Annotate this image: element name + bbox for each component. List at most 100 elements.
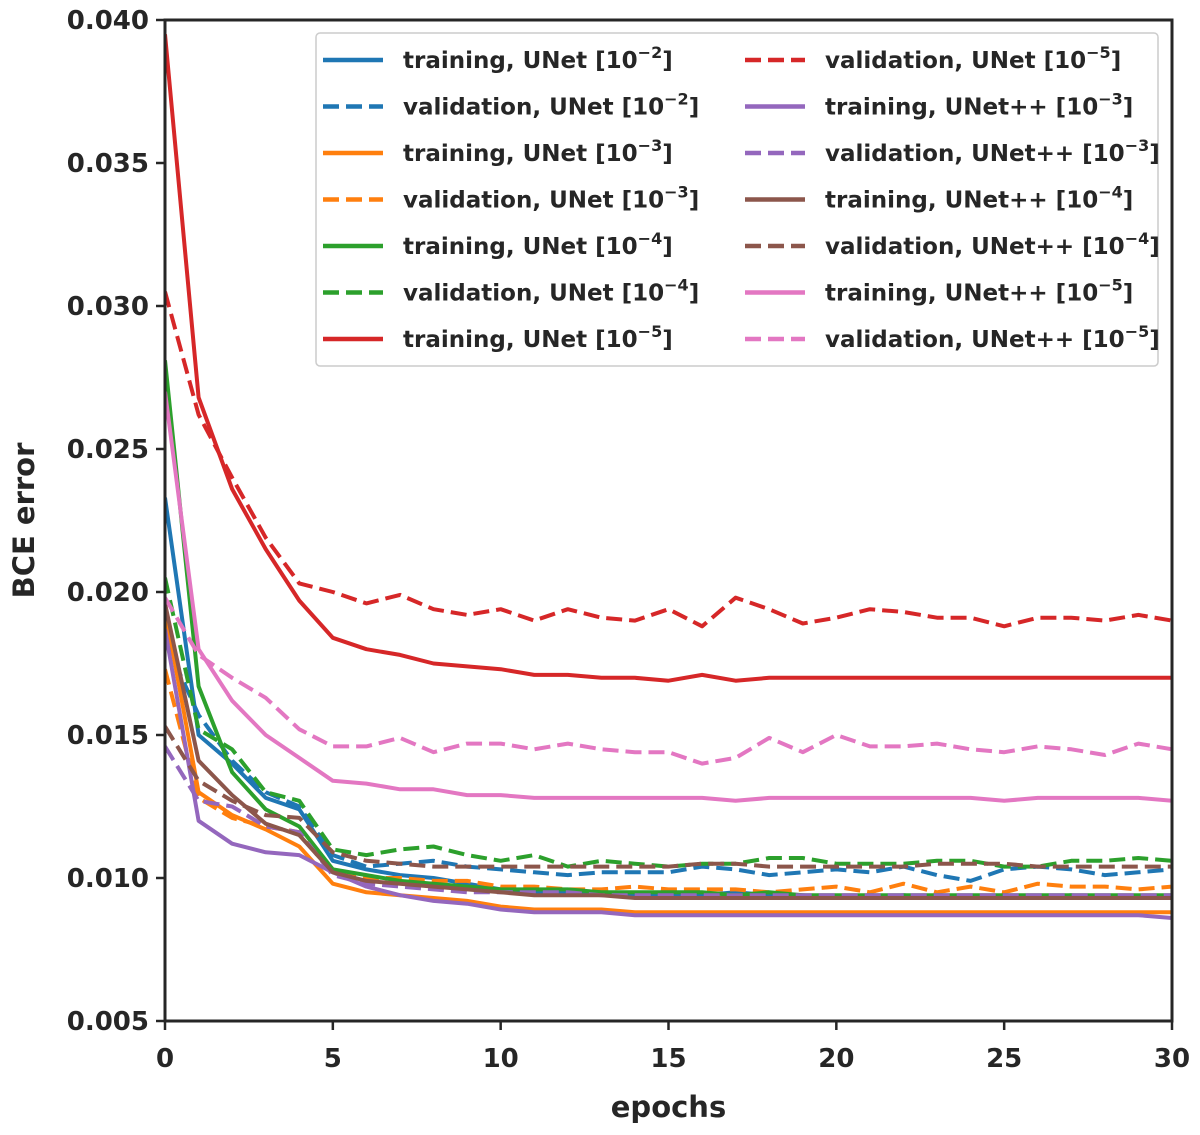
legend-bracket-close: ] [662,48,673,74]
legend-label-12: training, UNet++ [10−5] [825,276,1133,307]
legend-bracket-open: [ [614,95,633,121]
legend-bracket-open: [ [1074,234,1093,260]
legend-label-13: validation, UNet++ [10−5] [825,322,1160,353]
legend-bracket-open: [ [1048,95,1067,121]
series-line-2 [165,608,1172,915]
series-line-4 [165,360,1172,898]
legend-bracket-open: [ [614,281,633,307]
legend-label-10: training, UNet++ [10−4] [825,183,1133,214]
legend-series-name: validation, UNet++ [825,234,1074,260]
legend-bracket-close: ] [662,327,673,353]
legend-bracket-close: ] [1149,234,1160,260]
legend-lr-base: 10 [1066,188,1098,214]
y-tick-label: 0.015 [67,721,149,751]
legend-bracket-close: ] [1149,141,1160,167]
legend-label-0: training, UNet [10−2] [403,43,673,74]
legend-bracket-open: [ [587,48,606,74]
legend-series-name: validation, UNet [825,48,1036,74]
y-tick-label: 0.010 [67,864,149,894]
legend-bracket-close: ] [1149,327,1160,353]
axes-frame [163,18,1174,1023]
legend-bracket-open: [ [1036,48,1055,74]
y-tick-label: 0.025 [67,435,149,465]
legend-lr-exponent: −2 [638,43,663,62]
legend-label-1: validation, UNet [10−2] [403,90,699,121]
legend-label-11: validation, UNet++ [10−4] [825,229,1160,260]
legend-lr-base: 10 [1054,48,1086,74]
legend-bracket-close: ] [662,141,673,167]
legend-lr-exponent: −4 [638,229,663,248]
legend-lr-exponent: −5 [638,322,663,341]
legend-lr-base: 10 [632,281,664,307]
legend-series-name: training, UNet [403,48,587,74]
legend-lr-base: 10 [606,327,638,353]
legend-bracket-close: ] [689,188,700,214]
legend-bracket-close: ] [689,95,700,121]
legend-lr-exponent: −3 [664,183,689,202]
series-line-9 [165,745,1172,898]
legend-lr-base: 10 [606,141,638,167]
plot-area [165,34,1172,920]
legend-lr-exponent: −5 [1098,276,1123,295]
x-tick-label: 5 [324,1044,342,1074]
legend-series-name: validation, UNet [403,281,614,307]
legend-box [315,32,1159,367]
series-line-8 [165,628,1172,920]
x-tick-label: 15 [650,1044,686,1074]
legend-lr-base: 10 [632,188,664,214]
legend-label-9: validation, UNet++ [10−3] [825,136,1160,167]
legend-bracket-open: [ [1074,327,1093,353]
x-tick-label: 30 [1154,1044,1190,1074]
y-axis-label: BCE error [7,442,41,598]
legend-lr-base: 10 [1093,327,1125,353]
legend-bracket-open: [ [587,234,606,260]
legend-lr-exponent: −4 [1125,229,1150,248]
y-tick-label: 0.030 [67,292,149,322]
axis-ticks: 0 5 10 15 20 25 30 0.005 0.010 0.015 0.020 0.025 0.0… [67,6,1190,1074]
legend-label-8: training, UNet++ [10−3] [825,90,1133,121]
legend-bracket-close: ] [1123,188,1134,214]
legend-bracket-open: [ [1074,141,1093,167]
legend-lr-base: 10 [1093,141,1125,167]
x-tick-label: 25 [986,1044,1022,1074]
legend-label-3: validation, UNet [10−3] [403,183,699,214]
legend-bracket-close: ] [662,234,673,260]
y-tick-label: 0.005 [67,1007,149,1037]
series-line-12 [165,391,1172,803]
legend-bracket-open: [ [587,141,606,167]
legend-series-name: training, UNet [403,234,587,260]
legend-lr-base: 10 [606,234,638,260]
legend-series-name: validation, UNet++ [825,327,1074,353]
y-tick-label: 0.035 [67,149,149,179]
legend-series-name: training, UNet++ [825,281,1048,307]
legend-series-name: validation, UNet [403,95,614,121]
x-tick-label: 0 [156,1044,174,1074]
legend-bracket-open: [ [1048,188,1067,214]
legend-lr-base: 10 [606,48,638,74]
legend-bracket-open: [ [614,188,633,214]
legend-label-5: validation, UNet [10−4] [403,276,699,307]
legend-bracket-open: [ [1048,281,1067,307]
legend-series-name: validation, UNet [403,188,614,214]
legend-lr-exponent: −5 [1125,322,1150,341]
legend-bracket-close: ] [689,281,700,307]
legend-label-2: training, UNet [10−3] [403,136,673,167]
legend-lr-exponent: −3 [1125,136,1150,155]
legend-lr-exponent: −2 [664,90,689,109]
legend-lr-exponent: −3 [638,136,663,155]
x-tick-label: 10 [483,1044,519,1074]
x-axis-label: epochs [611,1090,726,1124]
legend-series-name: training, UNet++ [825,188,1048,214]
legend-series-name: training, UNet [403,327,587,353]
series-line-11 [165,725,1172,869]
y-tick-label: 0.020 [67,578,149,608]
legend-label-6: training, UNet [10−5] [403,322,673,353]
series-line-7 [165,291,1172,629]
legend-bracket-close: ] [1111,48,1122,74]
legend-lr-base: 10 [1093,234,1125,260]
y-tick-label: 0.040 [67,6,149,36]
legend-lr-base: 10 [1066,281,1098,307]
legend-series-name: training, UNet++ [825,95,1048,121]
series-line-13 [165,596,1172,766]
